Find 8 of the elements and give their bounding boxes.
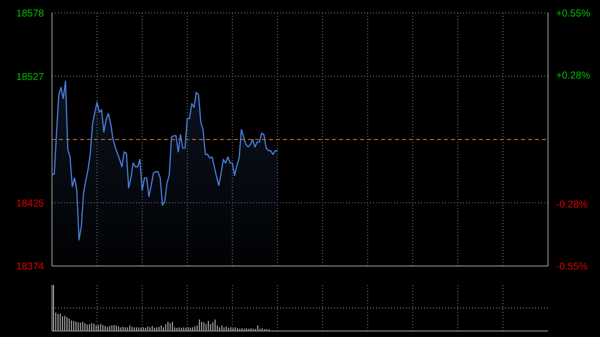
y2-tick-label: -0.55% xyxy=(556,262,588,273)
y2-tick-label: +0.28% xyxy=(556,70,590,82)
y2-tick-label: +0.55% xyxy=(556,8,590,20)
y-tick-label: 18578 xyxy=(16,8,44,20)
y-tick-label: 18374 xyxy=(16,262,44,273)
y-tick-label: 18527 xyxy=(16,72,44,83)
y2-tick-label: -0.28% xyxy=(556,199,588,210)
y-tick-label: 18425 xyxy=(16,198,44,210)
